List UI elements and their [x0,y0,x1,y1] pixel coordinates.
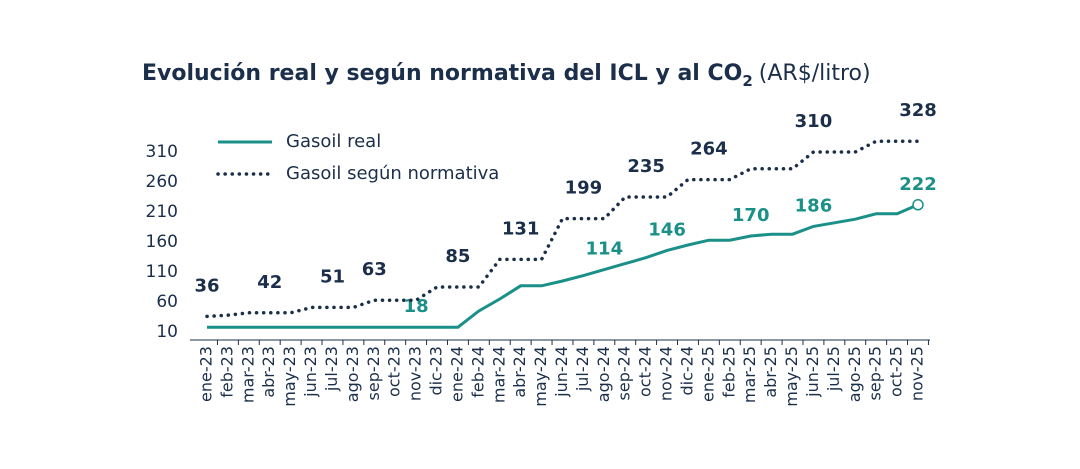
x-tick-label: mar-23 [238,346,257,403]
x-tick-label: jul-24 [573,346,592,392]
value-label: 131 [502,218,540,239]
value-label: 199 [565,178,603,199]
y-tick-label: 10 [156,322,178,342]
line-series [207,203,919,329]
value-label: 63 [362,259,387,280]
title-unit: (AR$/litro) [759,61,871,86]
x-tick-label: jul-23 [322,346,341,392]
x-tick-label: nov-25 [908,346,927,401]
y-tick-label: 310 [146,142,178,162]
chart-title: Evolución real y según normativa del ICL… [142,61,871,90]
legend-label: Gasoil real [286,131,381,152]
title-subscript: 2 [742,72,752,90]
x-tick-label: dic-24 [677,346,696,396]
value-label: 235 [627,156,665,177]
value-label: 328 [899,100,937,121]
x-tick-label: abr-24 [510,346,529,398]
x-tick-label: ago-24 [594,346,613,402]
value-label: 36 [194,275,219,296]
x-tick-label: sep-24 [615,346,634,400]
y-tick-label: 160 [146,232,178,252]
x-tick-label: oct-23 [385,346,404,397]
x-tick-label: jul-25 [824,346,843,392]
line-series [205,139,920,319]
x-tick-label: oct-25 [887,346,906,397]
x-tick-label: jun-24 [552,346,571,398]
x-tick-label: abr-25 [761,346,780,398]
x-tick-label: mar-25 [740,346,759,403]
x-tick-label: nov-24 [657,346,676,401]
x-tick-label: dic-23 [427,346,446,396]
x-tick-label: jun-25 [803,346,822,398]
x-tick-label: ago-23 [343,346,362,402]
x-tick-label: may-23 [280,346,299,407]
y-tick-label: 60 [156,292,178,312]
x-tick-label: sep-23 [364,346,383,400]
y-tick-label: 260 [146,172,178,192]
end-marker [912,199,924,211]
x-tick-label: jun-23 [301,346,320,398]
legend-label: Gasoil según normativa [286,163,499,184]
x-tick-label: nov-23 [406,346,425,401]
value-label: 114 [586,239,624,260]
value-label: 51 [320,266,345,287]
x-tick-label: ene-23 [197,346,216,402]
x-tick-label: ago-25 [845,346,864,402]
x-tick-label: mar-24 [489,346,508,403]
y-tick-label: 110 [146,262,178,282]
value-label: 264 [690,139,728,160]
value-label: 186 [795,195,833,216]
x-tick-label: sep-25 [866,346,885,400]
y-tick-label: 210 [146,202,178,222]
x-tick-label: may-25 [782,346,801,407]
value-label: 85 [445,246,470,267]
x-tick-label: ene-24 [447,346,466,402]
value-label: 222 [899,174,937,195]
x-tick-label: ene-25 [698,346,717,402]
value-label: 146 [648,219,686,240]
x-tick-label: may-24 [531,346,550,407]
value-label: 170 [732,205,770,226]
x-tick-label: feb-24 [468,346,487,398]
x-tick-label: feb-23 [217,346,236,398]
x-tick-label: abr-23 [259,346,278,398]
title-main: Evolución real y según normativa del ICL… [142,61,742,86]
x-tick-label: feb-25 [719,346,738,398]
value-label: 310 [795,111,833,132]
value-label: 42 [257,272,282,293]
x-tick-label: oct-24 [636,346,655,397]
